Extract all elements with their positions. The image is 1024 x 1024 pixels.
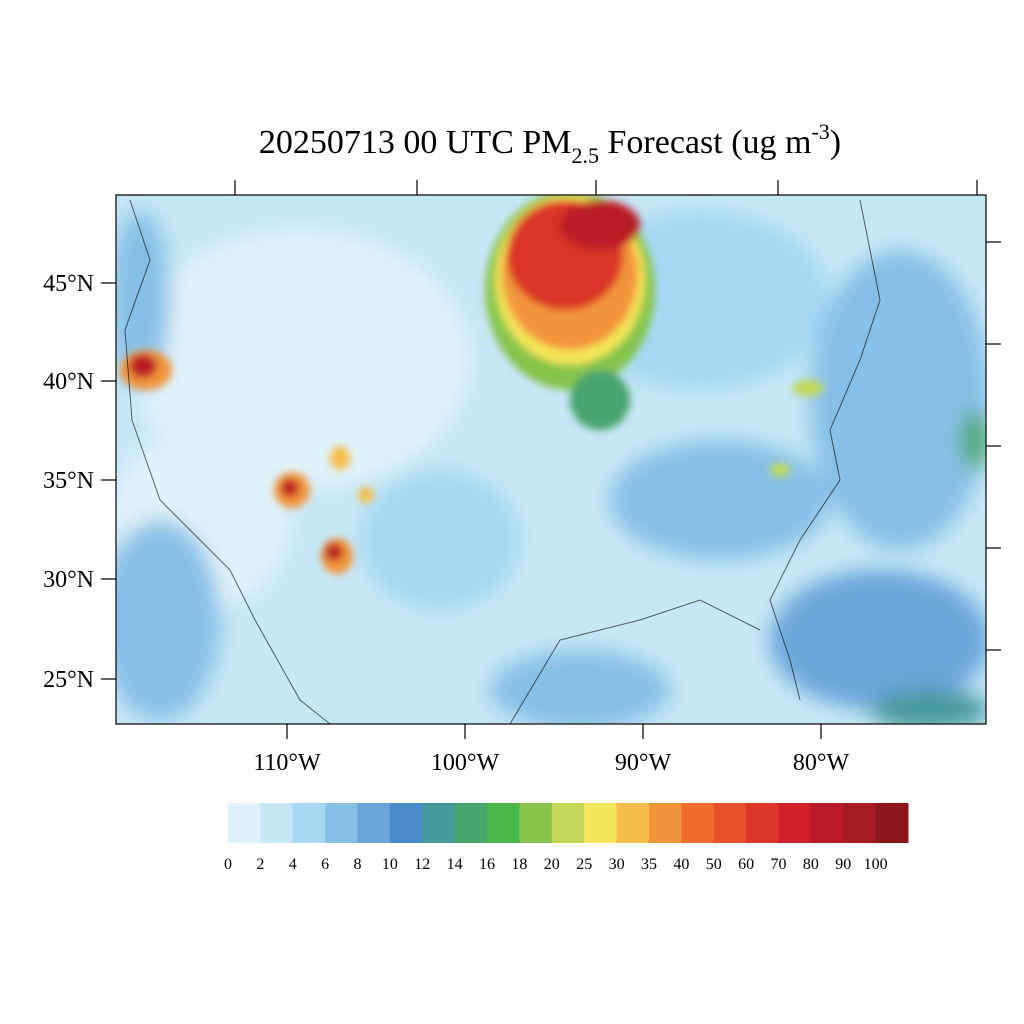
colorbar-box [325, 803, 359, 843]
title-superscript: -3 [811, 119, 829, 144]
title-middle: Forecast (ug m [599, 124, 811, 161]
colorbar: 0 2 4 6 8 10 12 14 16 18 20 25 30 35 40 50 60 70 80 90 100 [224, 803, 909, 873]
lat-label: 25°N [43, 667, 94, 693]
lon-label: 110°W [253, 750, 321, 776]
colorbar-box [228, 803, 261, 843]
lat-label: 30°N [43, 567, 94, 593]
colorbar-box [422, 803, 456, 843]
colorbar-box [875, 803, 909, 843]
lat-label: 35°N [43, 468, 94, 494]
axis-labels: 45°N 40°N 35°N 30°N 25°N 110°W 100°W 90°W 80°W [43, 271, 849, 776]
title-end: ) [830, 124, 841, 161]
colorbar-label: 100 [864, 856, 888, 873]
colorbar-label: 25 [576, 856, 592, 873]
colorbar-box [357, 803, 391, 843]
map-frame [115, 194, 987, 725]
colorbar-box [551, 803, 585, 843]
colorbar-box [616, 803, 650, 843]
colorbar-box [519, 803, 553, 843]
title: 20250713 00 UTC PM2.5 Forecast (ug m-3) [259, 119, 841, 168]
colorbar-label: 80 [803, 856, 819, 873]
colorbar-box [292, 803, 326, 843]
colorbar-label: 0 [224, 856, 232, 873]
colorbar-label: 90 [835, 856, 851, 873]
lat-label: 45°N [43, 271, 94, 297]
map-field [116, 195, 986, 724]
colorbar-box [487, 803, 520, 843]
colorbar-label: 40 [673, 856, 689, 873]
colorbar-box [648, 803, 682, 843]
colorbar-box [746, 803, 779, 843]
colorbar-box [843, 803, 877, 843]
colorbar-label: 18 [511, 856, 527, 873]
title-subscript: 2.5 [572, 143, 600, 168]
colorbar-box [260, 803, 294, 843]
colorbar-label: 70 [770, 856, 786, 873]
title-main: 20250713 00 UTC PM [259, 124, 572, 161]
colorbar-box [389, 803, 423, 843]
lon-label: 100°W [431, 750, 500, 776]
colorbar-box [454, 803, 488, 843]
colorbar-label: 30 [609, 856, 625, 873]
frame-ticks [101, 180, 1001, 739]
colorbar-box [584, 803, 618, 843]
lon-label: 90°W [615, 750, 672, 776]
colorbar-box [810, 803, 844, 843]
colorbar-label: 2 [256, 856, 264, 873]
colorbar-label: 6 [321, 856, 329, 873]
lat-label: 40°N [43, 369, 94, 395]
colorbar-label: 20 [544, 856, 560, 873]
colorbar-label: 50 [706, 856, 722, 873]
colorbar-label: 14 [447, 856, 463, 873]
colorbar-label: 10 [382, 856, 398, 873]
colorbar-box [713, 803, 747, 843]
colorbar-label: 4 [289, 856, 297, 873]
colorbar-label: 16 [479, 856, 495, 873]
colorbar-label: 35 [641, 856, 657, 873]
colorbar-label: 12 [414, 856, 430, 873]
colorbar-box [778, 803, 812, 843]
colorbar-label: 8 [354, 856, 362, 873]
colorbar-label: 60 [738, 856, 754, 873]
lon-label: 80°W [793, 750, 850, 776]
colorbar-box [681, 803, 715, 843]
